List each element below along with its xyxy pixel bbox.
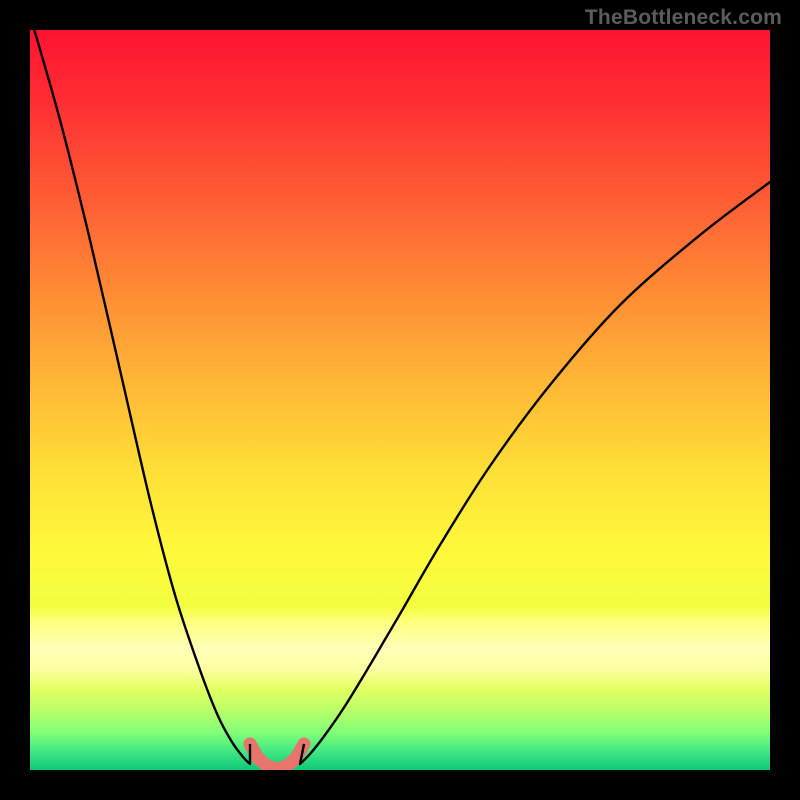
bottleneck-chart (0, 0, 800, 800)
watermark-text: TheBottleneck.com (585, 6, 782, 30)
frame-left (0, 0, 30, 800)
chart-stage: TheBottleneck.com (0, 0, 800, 800)
frame-bottom (0, 770, 800, 800)
plot-background (30, 30, 770, 770)
frame-right (770, 0, 800, 800)
